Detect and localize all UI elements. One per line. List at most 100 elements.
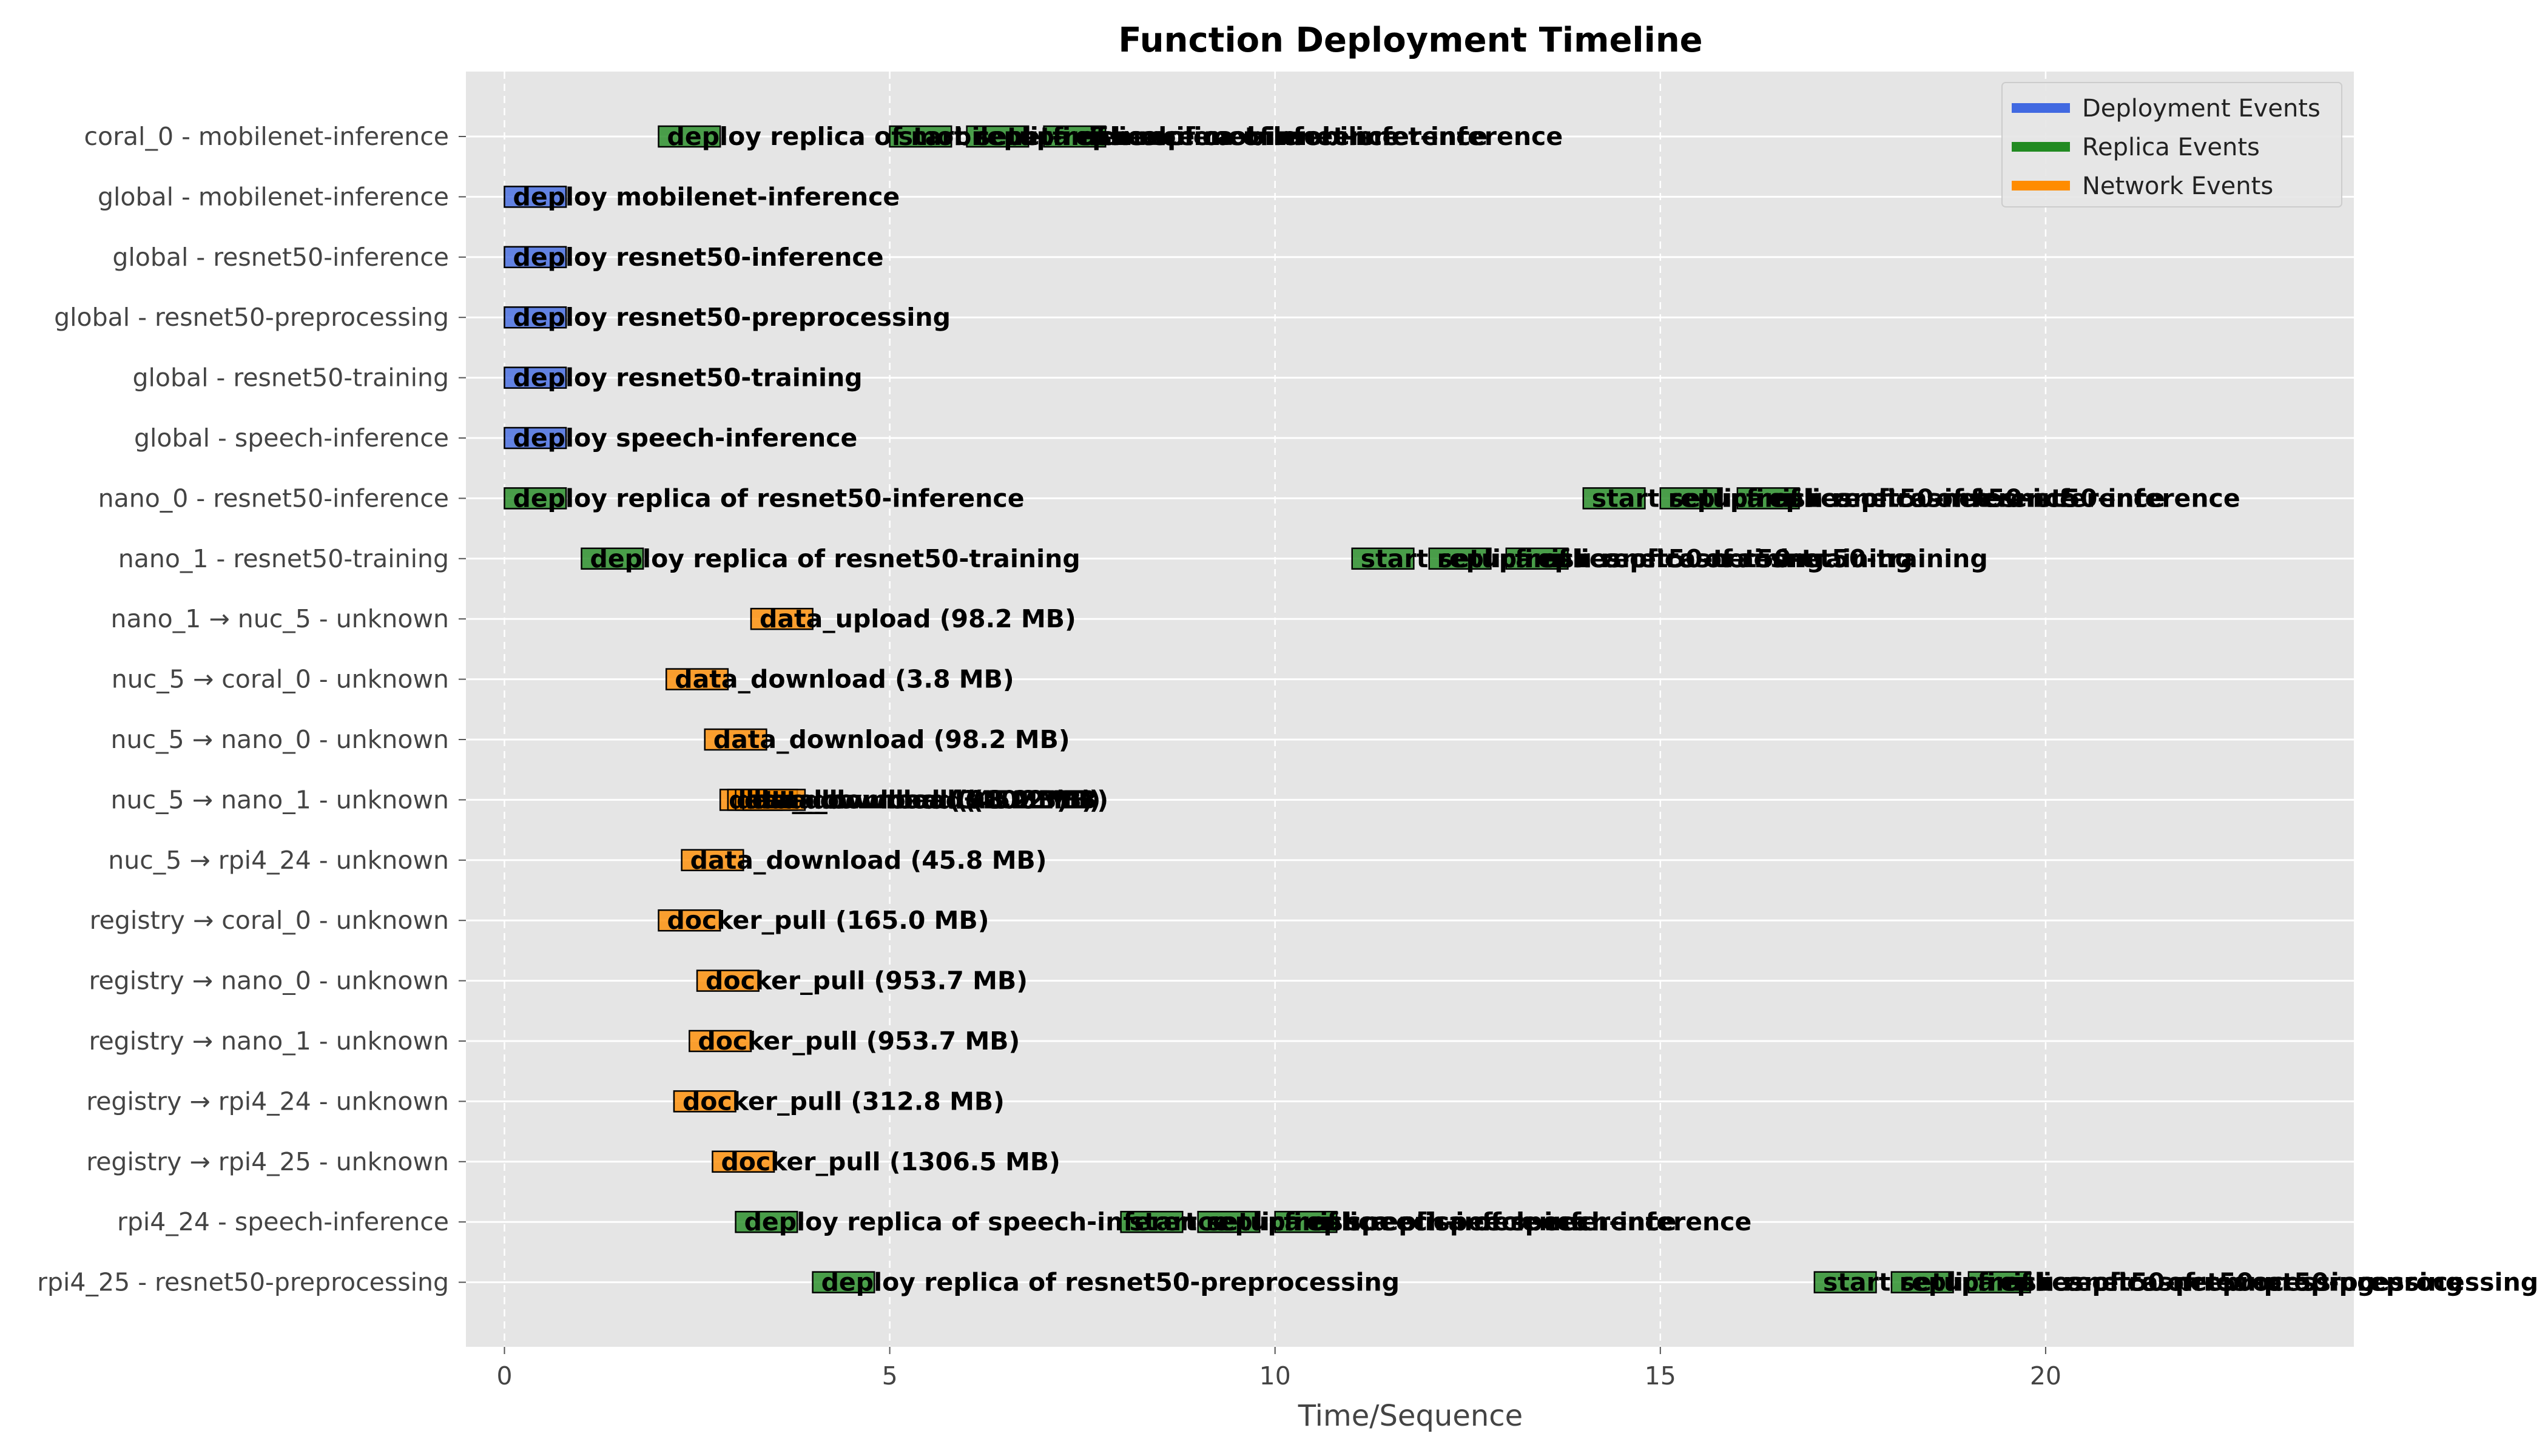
event-label: data_download (98.2 MB) [713, 725, 1070, 754]
event-bar [1197, 1210, 1261, 1233]
chart-title: Function Deployment Timeline [1118, 21, 1702, 60]
event-label: deploy mobilenet-inference [513, 182, 900, 211]
event-bar [1736, 487, 1800, 510]
event-label: start replica of resnet50-training [1361, 544, 1824, 573]
y-tick-label: nuc_5 → coral_0 - unknown [112, 665, 449, 694]
event-label: data_download (10.2 MB) [752, 785, 1108, 814]
y-tick-label: nano_1 - resnet50-training [118, 544, 449, 573]
y-tick-label: global - mobilenet-inference [98, 182, 449, 211]
event-label: data_download (3.8 MB) [729, 785, 1068, 814]
event-label: deploy resnet50-inference [513, 243, 884, 272]
event-label: data_download (45.8 MB) [744, 785, 1101, 814]
event-bar [1890, 1271, 1954, 1293]
event-bar [812, 1271, 875, 1293]
event-bar [743, 789, 806, 811]
event-bar [658, 909, 721, 932]
event-label: docker_pull (1306.5 MB) [721, 1147, 1060, 1176]
event-label: setup replica of resnet50-inference [1669, 484, 2165, 513]
event-bar [750, 607, 814, 630]
legend-entry: Replica Events [2082, 133, 2260, 161]
event-bar [966, 125, 1030, 148]
event-bar [504, 186, 567, 208]
event-label: data_download (45.8 MB) [690, 846, 1047, 875]
event-bar [1120, 1210, 1184, 1233]
event-bar [504, 366, 567, 389]
x-tick-label: 5 [882, 1361, 898, 1390]
x-axis-label: Time/Sequence [1298, 1399, 1523, 1433]
y-tick-label: rpi4_24 - speech-inference [117, 1207, 449, 1236]
event-bar [1351, 547, 1415, 570]
y-tick-label: registry → rpi4_24 - unknown [86, 1087, 449, 1116]
event-bar [1043, 125, 1107, 148]
event-bar [1505, 547, 1569, 570]
event-bar [581, 547, 644, 570]
y-tick-label: nuc_5 → nano_0 - unknown [111, 725, 449, 754]
event-labels: deploy replica of mobilenet-inferencesta… [513, 122, 2539, 1297]
legend-box [2001, 82, 2342, 207]
x-tick-label: 15 [1645, 1361, 1676, 1390]
y-tick-label: registry → nano_0 - unknown [89, 966, 450, 996]
event-label: docker_pull (165.0 MB) [667, 906, 989, 935]
event-label: data_upload (98.2 MB) [760, 604, 1076, 633]
event-label: deploy replica of mobilenet-inference [667, 122, 1195, 151]
event-label: deploy replica of resnet50-training [590, 544, 1080, 573]
x-tick-label: 20 [2030, 1361, 2061, 1390]
x-tick-label: 0 [496, 1361, 512, 1390]
legend-entry: Deployment Events [2082, 95, 2320, 123]
event-label: docker_pull (312.8 MB) [682, 1087, 1005, 1116]
event-label: setup replica of speech-inference [1207, 1207, 1677, 1236]
event-label: deploy replica of speech-inference [744, 1207, 1230, 1236]
event-bars [504, 125, 2031, 1293]
y-tick-label: nano_0 - resnet50-inference [98, 484, 449, 513]
event-bar [712, 1150, 775, 1173]
y-tick-label: registry → rpi4_25 - unknown [86, 1147, 449, 1176]
event-bar [704, 728, 767, 751]
event-bar [889, 125, 952, 148]
event-label: start replica of mobilenet-inference [898, 122, 1400, 151]
event-label: finish replica of resnet50-training [1515, 544, 1988, 573]
x-tick-label: 10 [1259, 1361, 1291, 1390]
event-label: finish replica of speech-inference [1284, 1207, 1752, 1236]
y-tick-label: global - resnet50-preprocessing [54, 303, 449, 332]
event-bar [1274, 1210, 1338, 1233]
y-tick-label: nano_1 → nuc_5 - unknown [111, 604, 449, 633]
y-tick-label: nuc_5 → rpi4_24 - unknown [108, 846, 449, 875]
event-bar [1582, 487, 1646, 510]
event-label: data_download (98.2 MB) [736, 785, 1093, 814]
legend-entry: Network Events [2082, 172, 2273, 200]
event-label: setup replica of resnet50-training [1438, 544, 1913, 573]
event-bar [504, 306, 567, 329]
event-label: finish replica of resnet50-preprocessing [1977, 1268, 2538, 1297]
y-tick-label: rpi4_25 - resnet50-preprocessing [37, 1268, 449, 1297]
y-tick-label: nuc_5 → nano_1 - unknown [111, 785, 449, 814]
event-bar [1659, 487, 1723, 510]
event-label: finish replica of mobilenet-inference [1053, 122, 1563, 151]
event-label: data_download (3.8 MB) [675, 665, 1014, 694]
y-tick-label: registry → nano_1 - unknown [89, 1026, 450, 1056]
event-bar [1813, 1271, 1877, 1293]
event-bar [504, 426, 567, 450]
event-bar [504, 246, 567, 269]
y-tick-label: global - resnet50-inference [112, 243, 449, 272]
event-label: docker_pull (953.7 MB) [706, 966, 1028, 996]
event-label: start replica of resnet50-preprocessing [1823, 1268, 2375, 1297]
event-label: finish replica of resnet50-inference [1746, 484, 2240, 513]
event-bar [689, 1030, 752, 1053]
y-tick-label: coral_0 - mobilenet-inference [84, 122, 449, 151]
event-bar [666, 668, 729, 690]
event-bar [658, 125, 721, 148]
event-bar [1967, 1271, 2031, 1293]
event-bar [504, 487, 567, 510]
plot-area: 0 5 10 15 20 coral_0 - mobilenet-inference glo… [37, 72, 2538, 1390]
event-bar [735, 1210, 798, 1233]
event-label: start replica of speech-inference [1130, 1207, 1588, 1236]
event-bar [1428, 547, 1492, 570]
event-label: start replica of resnet50-inference [1592, 484, 2077, 513]
event-label: deploy replica of resnet50-inference [513, 484, 1025, 513]
event-bar [696, 969, 760, 992]
event-label: deploy resnet50-training [513, 363, 863, 393]
event-label: deploy speech-inference [513, 423, 858, 453]
event-label: deploy resnet50-preprocessing [513, 303, 951, 332]
event-label: setup replica of mobilenet-inference [976, 122, 1488, 151]
plot-background [466, 72, 2354, 1347]
